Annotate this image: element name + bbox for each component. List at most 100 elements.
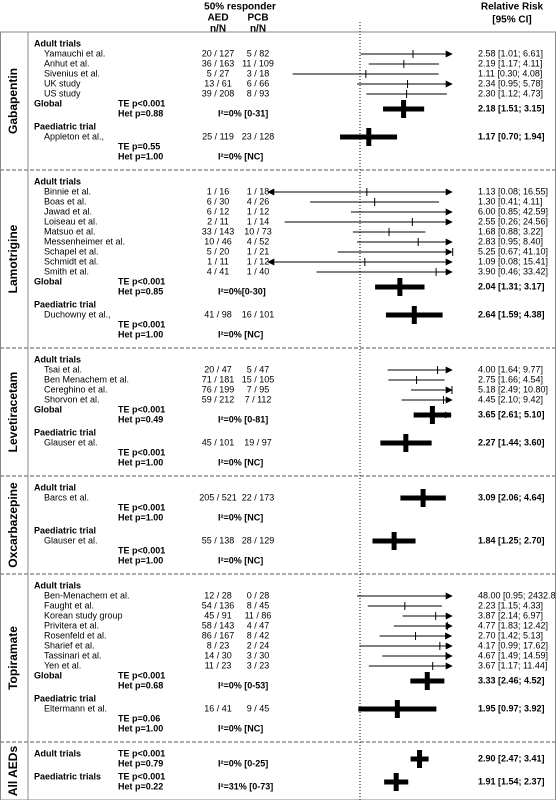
te-text: TE p<0.001 — [118, 771, 165, 781]
het-text: Het p=0.49 — [118, 414, 163, 424]
aed-count: 12 / 28 — [204, 590, 232, 600]
study-name: Tsai et al. — [44, 364, 82, 374]
value-label: 5.18 [2.49; 10.80] — [478, 384, 548, 394]
het-text: Het p=1.00 — [118, 457, 163, 467]
study-name: Sivenius et al. — [44, 68, 100, 78]
pcb-count: 8 / 93 — [247, 88, 270, 98]
te-text: TE p<0.001 — [118, 404, 165, 414]
value-label: 4.67 [1.49; 14.59] — [478, 650, 548, 660]
header-ci: [95% CI] — [492, 15, 531, 26]
value-label: 1.17 [0.70; 1.94] — [478, 131, 545, 141]
het-text: Het p=1.00 — [118, 329, 163, 339]
pcb-count: 15 / 105 — [242, 374, 275, 384]
aed-count: 58 / 143 — [202, 620, 235, 630]
pcb-count: 9 / 45 — [247, 703, 270, 713]
i2-text: I²=0%[0-30] — [218, 286, 266, 296]
aed-count: 5 / 27 — [207, 68, 230, 78]
value-label: 3.90 [0.46; 33.42] — [478, 266, 548, 276]
aed-count: 20 / 127 — [202, 48, 235, 58]
group-title: Paediatric trial — [34, 427, 96, 437]
value-label: 5.25 [0.67; 41.10] — [478, 246, 548, 256]
pcb-count: 7 / 112 — [245, 394, 272, 404]
pcb-count: 0 / 28 — [247, 590, 270, 600]
pcb-count: 16 / 101 — [242, 309, 275, 319]
pcb-count: 5 / 82 — [247, 48, 270, 58]
study-name: Schmidt et al. — [44, 256, 99, 266]
group-title: Paediatric trial — [34, 693, 96, 703]
header-pcb: PCB — [247, 13, 268, 24]
value-label: 2.04 [1.31; 3.17] — [478, 281, 545, 291]
aed-count: 13 / 61 — [204, 78, 232, 88]
section-name: Gabapentin — [6, 68, 20, 134]
value-label: 2.19 [1.17; 4.11] — [478, 58, 542, 68]
te-text: TE p<0.001 — [118, 545, 165, 555]
pcb-count: 3 / 18 — [247, 68, 270, 78]
study-name: Cereghino et al. — [44, 384, 108, 394]
aed-count: 8 / 23 — [207, 640, 230, 650]
value-label: 2.90 [2.47; 3.41] — [478, 753, 545, 763]
pcb-count: 3 / 30 — [247, 650, 270, 660]
section-name: Lamotrigine — [6, 224, 20, 293]
study-name: Privitera et al. — [44, 620, 99, 630]
pcb-count: 11 / 109 — [242, 58, 274, 68]
group-title: Paediatric trial — [34, 299, 96, 309]
header-pcb-unit: n/N — [250, 24, 266, 35]
study-name: Ben-Menachem et al. — [44, 590, 130, 600]
study-name: Korean study group — [44, 610, 123, 620]
study-name: Barcs et al. — [44, 492, 89, 502]
pcb-count: 8 / 45 — [247, 600, 270, 610]
aed-count: 39 / 208 — [202, 88, 235, 98]
te-text: TE p<0.001 — [118, 319, 165, 329]
aed-count: 2 / 11 — [207, 216, 229, 226]
section-name: Oxcarbazepine — [6, 482, 20, 568]
het-text: Het p=1.00 — [118, 151, 163, 161]
study-name: Messenheimer et al. — [44, 236, 125, 246]
het-text: Het p=0.85 — [118, 286, 163, 296]
value-label: 6.00 [0.85; 42.59] — [478, 206, 548, 216]
i2-text: I²=0% [0-53] — [218, 680, 268, 690]
group-title: Adult trials — [34, 580, 81, 590]
study-name: Loiseau et al. — [44, 216, 98, 226]
study-name: UK study — [44, 78, 81, 88]
aed-count: 20 / 47 — [204, 364, 232, 374]
value-label: 2.34 [0.95; 5.78] — [478, 78, 543, 88]
value-label: 4.77 [1.83; 12.42] — [478, 620, 548, 630]
pcb-count: 10 / 73 — [244, 226, 272, 236]
value-label: 2.30 [1.12; 4.73] — [478, 88, 543, 98]
study-name: US study — [44, 88, 81, 98]
study-name: Shorvon et al. — [44, 394, 100, 404]
header-aed: AED — [207, 13, 228, 24]
aed-count: 4 / 41 — [207, 266, 230, 276]
aed-count: 86 / 167 — [202, 630, 235, 640]
group-title: Adult trials — [34, 354, 81, 364]
group-title: Paediatric trial — [34, 121, 96, 131]
value-label: 2.83 [0.95; 8.40] — [478, 236, 543, 246]
value-label: 2.18 [1.51; 3.15] — [478, 103, 545, 113]
value-label: 1.13 [0.08; 16.55] — [478, 186, 548, 196]
pcb-count: 1 / 14 — [247, 216, 270, 226]
header-responder: 50% responder — [204, 2, 276, 13]
pcb-count: 1 / 12 — [247, 256, 270, 266]
te-text: TE p<0.001 — [118, 98, 165, 108]
study-name: Smith et al. — [44, 266, 89, 276]
study-name: Jawad et al. — [44, 206, 92, 216]
pcb-count: 11 / 86 — [245, 610, 272, 620]
aed-count: 45 / 101 — [202, 437, 235, 447]
het-text: Het p=1.00 — [118, 723, 163, 733]
pcb-count: 4 / 52 — [247, 236, 270, 246]
het-text: Het p=1.00 — [118, 555, 163, 565]
i2-text: I²=0% [NC] — [218, 329, 263, 339]
het-text: Het p=0.88 — [118, 108, 163, 118]
aed-count: 11 / 23 — [205, 660, 232, 670]
aed-count: 33 / 143 — [202, 226, 235, 236]
study-name: Glauser et al. — [44, 437, 98, 447]
study-name: Yamauchi et al. — [44, 48, 105, 58]
value-label: 4.45 [2.10; 9.42] — [478, 394, 543, 404]
aed-count: 10 / 46 — [204, 236, 232, 246]
value-label: 3.33 [2.46; 4.52] — [478, 675, 545, 685]
value-label: 1.68 [0.88; 3.22] — [478, 226, 543, 236]
pcb-count: 4 / 26 — [247, 196, 270, 206]
aed-count: 16 / 41 — [204, 703, 232, 713]
aed-count: 71 / 181 — [202, 374, 235, 384]
